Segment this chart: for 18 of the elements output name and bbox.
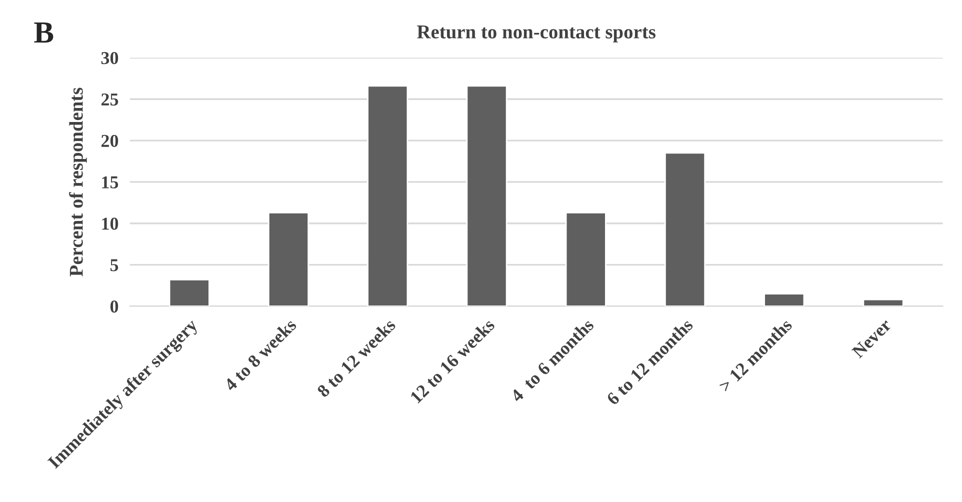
y-tick-label: 10 [102, 218, 118, 230]
y-axis-title: Percent of respondents [68, 88, 87, 276]
bar [268, 212, 310, 306]
bar [565, 212, 606, 306]
y-tick-label: 15 [102, 176, 118, 188]
bar [764, 293, 805, 306]
y-tick-label: 20 [101, 134, 118, 147]
y-tick-label: 0 [110, 300, 118, 313]
y-tick-label: 25 [101, 93, 118, 106]
y-tick-label: 5 [110, 259, 118, 272]
bar [367, 85, 408, 306]
y-tick-label: 30 [101, 52, 118, 64]
bar [168, 279, 210, 306]
chart-title: Return to non-contact sports [417, 26, 656, 42]
bar [664, 152, 706, 306]
text: B [34, 22, 54, 43]
bar [466, 85, 508, 306]
bar [862, 298, 904, 306]
